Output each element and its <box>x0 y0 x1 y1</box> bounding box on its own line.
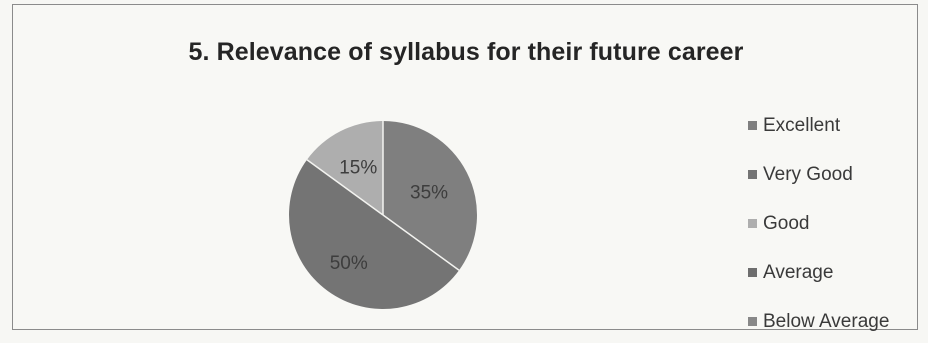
legend-swatch <box>748 121 757 130</box>
legend-swatch <box>748 219 757 228</box>
chart-title: 5. Relevance of syllabus for their futur… <box>188 38 744 66</box>
slice-separator <box>306 159 384 216</box>
legend-swatch <box>748 170 757 179</box>
slice-separator <box>382 214 460 271</box>
legend-item-very-good: Very Good <box>748 150 889 199</box>
legend-label: Excellent <box>763 114 841 136</box>
legend-label: Below Average <box>763 310 890 332</box>
legend-item-average: Average <box>748 248 889 297</box>
legend-label: Very Good <box>763 163 853 185</box>
pie-slice-good <box>306 121 383 215</box>
data-label-good: 15% <box>339 157 377 178</box>
legend-swatch <box>748 317 757 326</box>
legend-item-excellent: Excellent <box>748 101 889 150</box>
pie-slice-very-good <box>289 159 460 309</box>
pie-slice-excellent <box>383 121 477 271</box>
legend-item-good: Good <box>748 199 889 248</box>
legend: Excellent Very Good Good Average Below Avera… <box>748 101 889 343</box>
legend-item-below-average: Below Average <box>748 297 889 343</box>
legend-swatch <box>748 268 757 277</box>
data-label-very-good: 50% <box>330 253 368 274</box>
pie-chart: 35% 50% 15% <box>289 121 477 309</box>
legend-label: Good <box>763 212 810 234</box>
chart-area: 5. Relevance of syllabus for their futur… <box>12 4 918 332</box>
data-label-excellent: 35% <box>410 183 448 204</box>
legend-label: Average <box>763 261 834 283</box>
